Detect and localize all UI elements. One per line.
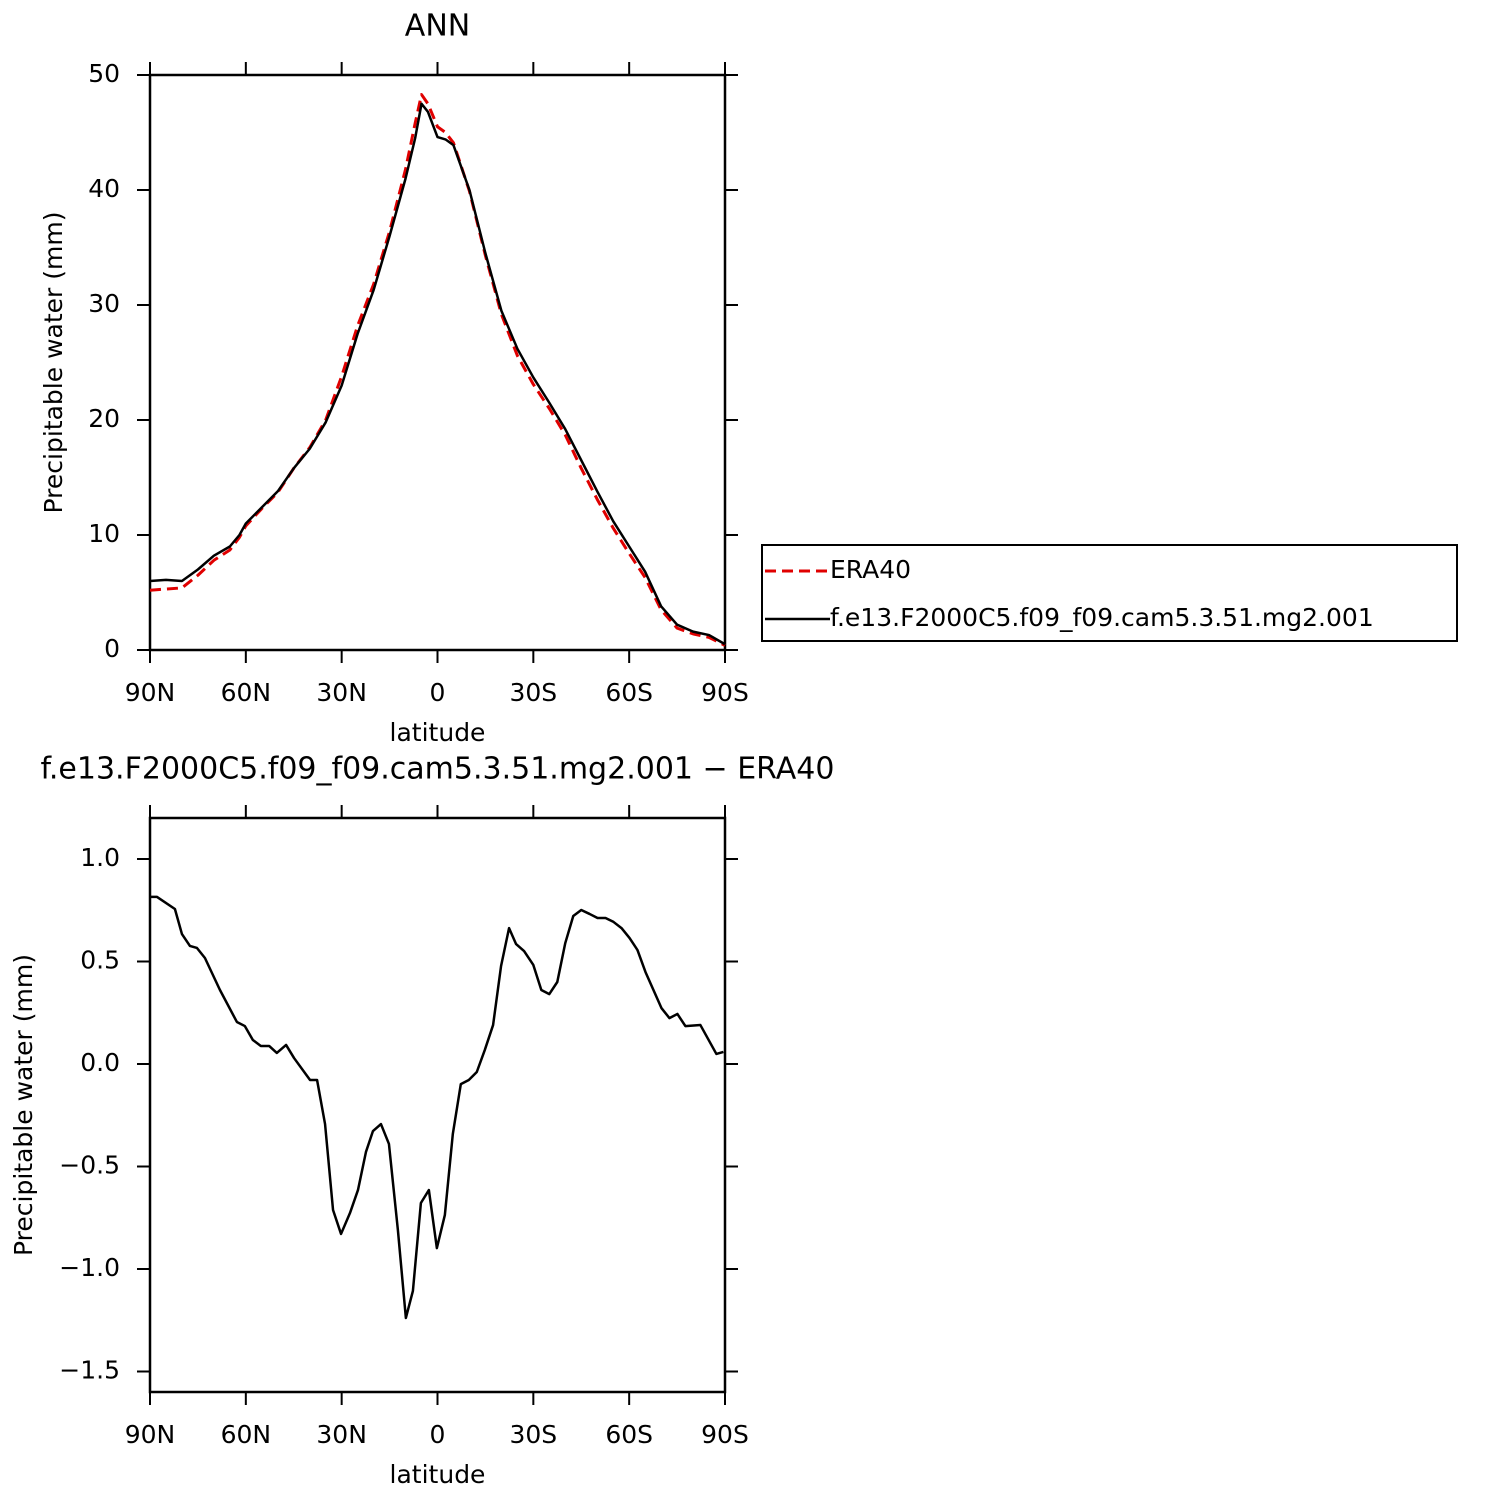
legend-label: ERA40 — [830, 555, 911, 584]
y-tick-label: 20 — [88, 404, 120, 433]
y-tick-label: 0.0 — [80, 1048, 120, 1077]
y-tick-label: −1.5 — [59, 1356, 120, 1385]
data-line — [150, 895, 724, 1320]
y-tick-label: −0.5 — [59, 1151, 120, 1180]
chart-title: f.e13.F2000C5.f09_f09.cam5.3.51.mg2.001 … — [41, 752, 835, 787]
x-tick-label: 60S — [605, 678, 653, 707]
y-tick-label: 50 — [88, 59, 120, 88]
y-tick-label: 0 — [104, 634, 120, 663]
x-tick-label: 30S — [509, 678, 557, 707]
x-tick-label: 30N — [316, 678, 367, 707]
y-tick-label: −1.0 — [59, 1253, 120, 1282]
x-tick-label: 30N — [316, 1420, 367, 1449]
y-tick-label: 10 — [88, 519, 120, 548]
x-tick-label: 90S — [701, 1420, 749, 1449]
x-tick-label: 60N — [221, 1420, 272, 1449]
plot-frame — [148, 816, 727, 1394]
x-axis-label: latitude — [390, 1460, 486, 1489]
y-tick-label: 0.5 — [80, 946, 120, 975]
legend-box — [761, 544, 1458, 642]
y-tick-label: 1.0 — [80, 843, 120, 872]
legend-label: f.e13.F2000C5.f09_f09.cam5.3.51.mg2.001 — [830, 603, 1374, 632]
chart-title: ANN — [405, 9, 470, 44]
x-axis-label: latitude — [390, 718, 486, 747]
y-axis-label: Precipitable water (mm) — [39, 212, 68, 514]
data-line — [149, 102, 726, 646]
x-tick-label: 60S — [605, 1420, 653, 1449]
y-axis-label: Precipitable water (mm) — [9, 954, 38, 1256]
x-tick-label: 0 — [430, 678, 446, 707]
y-tick-label: 30 — [88, 289, 120, 318]
x-tick-label: 60N — [221, 678, 272, 707]
y-tick-label: 40 — [88, 174, 120, 203]
x-tick-label: 0 — [430, 1420, 446, 1449]
x-tick-label: 90S — [701, 678, 749, 707]
plot-frame — [148, 73, 727, 652]
x-tick-label: 90N — [125, 1420, 176, 1449]
x-tick-label: 30S — [509, 1420, 557, 1449]
x-tick-label: 90N — [125, 678, 176, 707]
